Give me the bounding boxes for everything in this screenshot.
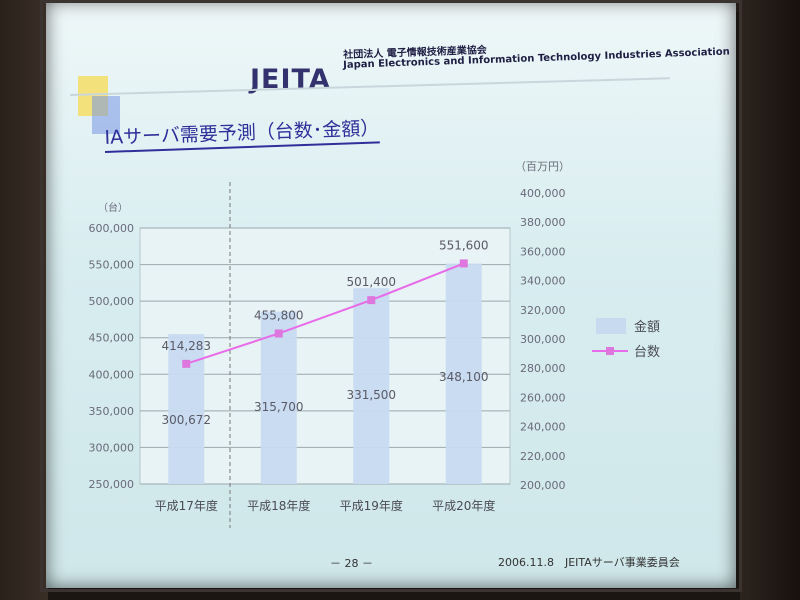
units-line-label: 455,800 (254, 308, 304, 322)
legend-amount-swatch (596, 318, 626, 334)
room-right-wall (740, 0, 800, 600)
left-tick-label: 250,000 (89, 478, 135, 491)
right-tick-label: 200,000 (520, 479, 566, 492)
amount-bars (168, 263, 482, 484)
right-axis-unit: （百万円） (515, 160, 570, 173)
x-category-label: 平成17年度 (155, 498, 218, 513)
right-tick-label: 400,000 (520, 187, 566, 200)
right-tick-label: 280,000 (520, 362, 566, 375)
left-tick-label: 500,000 (89, 295, 135, 308)
left-tick-label: 550,000 (89, 259, 135, 272)
legend-amount-label: 金額 (634, 319, 660, 335)
units-line-labels: 414,283 455,800 501,400 551,600 (161, 238, 488, 352)
units-line (182, 259, 468, 368)
x-category-label: 平成19年度 (340, 498, 403, 513)
left-tick-label: 400,000 (89, 368, 135, 381)
left-tick-label: 450,000 (89, 332, 135, 345)
right-tick-label: 240,000 (520, 421, 566, 434)
amount-bar-label: 331,500 (346, 388, 396, 402)
units-line-point (274, 329, 283, 338)
units-line-label: 551,600 (439, 238, 489, 252)
units-line-point (367, 296, 376, 305)
page-number: － 28 － (330, 557, 373, 570)
units-line-path (185, 262, 465, 365)
amount-bar (353, 288, 390, 484)
right-tick-label: 320,000 (520, 304, 566, 317)
units-line-point (182, 359, 191, 368)
x-axis: 平成17年度 平成18年度 平成19年度 平成20年度 (155, 498, 496, 513)
right-tick-label: 300,000 (520, 333, 566, 346)
amount-bar (168, 334, 205, 484)
units-line-point (459, 259, 468, 268)
right-tick-label: 220,000 (520, 450, 566, 463)
right-tick-label: 340,000 (520, 275, 566, 288)
legend-units-label: 台数 (634, 345, 660, 360)
right-tick-label: 260,000 (520, 391, 566, 404)
amount-bar-label: 348,100 (439, 370, 489, 384)
amount-bar-label: 315,700 (254, 400, 304, 414)
left-axis-unit: （台） (98, 201, 128, 214)
right-tick-label: 380,000 (520, 216, 566, 229)
footer-note: 2006.11.8 JEITAサーバ事業委員会 (498, 556, 680, 569)
units-line-label: 501,400 (346, 275, 396, 289)
right-axis: 400,000 380,000 360,000 340,000 320,000 300,0… (515, 160, 570, 492)
amount-bar (445, 263, 482, 484)
amount-bar-label: 300,672 (161, 413, 211, 427)
left-tick-label: 300,000 (89, 441, 135, 454)
left-axis: 600,000 550,000 500,000 450,000 400,000 350,0… (89, 201, 135, 491)
right-tick-label: 360,000 (520, 245, 566, 258)
units-line-label: 414,283 (161, 339, 211, 353)
decor-blue-square (92, 96, 120, 134)
amount-bar-labels: 300,672 315,700 331,500 348,100 (161, 370, 488, 427)
x-category-label: 平成18年度 (247, 498, 310, 513)
left-tick-label: 350,000 (89, 405, 135, 418)
legend-units-marker (606, 347, 614, 355)
amount-bar (260, 311, 297, 484)
x-category-label: 平成20年度 (432, 498, 495, 513)
left-tick-label: 600,000 (89, 222, 135, 235)
